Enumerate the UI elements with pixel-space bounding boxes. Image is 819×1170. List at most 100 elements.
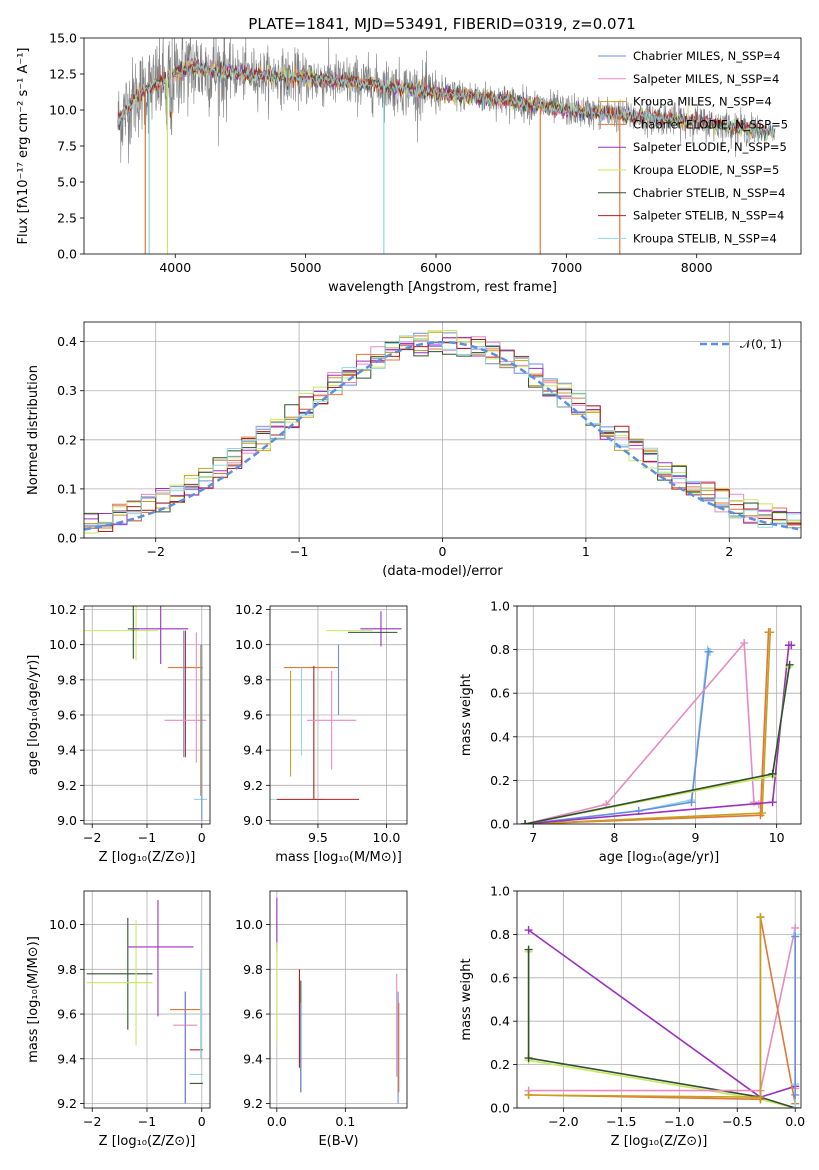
axes-frame (83, 37, 802, 255)
x-axis-label: Z [log₁₀(Z/Z⊙)] (99, 1134, 196, 1149)
panels-layer: 4000 5000 6000 7000 80000.02.55.07.510.012.5… (16, 31, 805, 1150)
y-tick-label: 9.6 (57, 1007, 77, 1022)
y-tick-label: 0.8 (490, 927, 510, 942)
y-axis-label: mass weight (459, 674, 474, 756)
mass-weight-marker (756, 1093, 765, 1102)
mass-weight-marker (704, 647, 713, 656)
residual-histogram-step (84, 341, 801, 527)
axes-mass-vs-EBV: 0.0 0.1 9.2 9.4 9.6 9.8 10.0 E(B-V) (235, 890, 408, 1149)
mass-weight-line (524, 641, 760, 824)
plot-area-mass-vs-EBV (276, 897, 400, 1104)
axes-massweight-vs-age: 7 8 9 10 0.0 0.2 0.4 0.6 0.8 1.0 age [log₁₀(age/yr… (459, 599, 802, 865)
mass-weight-line (527, 951, 796, 1108)
x-tick-label: 9 (692, 830, 700, 845)
mass-weight-marker (791, 1104, 800, 1108)
mass-weight-marker (766, 628, 775, 637)
residual-histogram-step (84, 330, 801, 534)
y-tick-label: 9.2 (243, 778, 263, 793)
y-tick-label: 0.1 (57, 481, 77, 496)
mass-weight-marker (785, 660, 794, 669)
x-axis-label: (data-model)/error (382, 564, 503, 579)
y-tick-label: 5.0 (57, 175, 77, 190)
y-tick-label: 0.4 (490, 1014, 510, 1029)
y-tick-label: 9.4 (57, 743, 77, 758)
y-tick-label: 9.8 (243, 672, 263, 687)
residual-histogram-step (84, 335, 801, 529)
y-tick-label: 0.6 (490, 686, 510, 701)
y-tick-label: 9.8 (57, 962, 77, 977)
legend-entry: Kroupa MILES, N_SSP=4 (633, 95, 772, 109)
mass-weight-marker (791, 932, 800, 941)
axes-frame (83, 321, 802, 539)
x-axis-label: Z [log₁₀(Z/Z⊙)] (99, 850, 196, 865)
legend-entry: Salpeter ELODIE, N_SSP=5 (633, 140, 787, 154)
x-axis-label: wavelength [Angstrom, rest frame] (328, 280, 557, 295)
y-tick-label: 0.4 (57, 334, 77, 349)
axes-frame (269, 605, 408, 825)
legend-entry: Chabrier STELIB, N_SSP=4 (633, 186, 785, 200)
x-tick-label: 2 (725, 544, 733, 559)
y-tick-label: 9.8 (57, 672, 77, 687)
x-tick-label: 1 (582, 544, 590, 559)
x-tick-label: −1 (138, 830, 156, 845)
plot-area-massweight-vs-Z (524, 913, 800, 1108)
y-tick-label: 9.2 (57, 1096, 77, 1111)
x-tick-label: 0.0 (785, 1114, 805, 1129)
axes-frame (83, 605, 211, 825)
y-tick-label: 2.5 (57, 211, 77, 226)
axes-frame (269, 890, 408, 1109)
y-tick-label: 10.0 (235, 917, 263, 932)
mass-weight-marker (758, 809, 767, 818)
mass-weight-marker (524, 1054, 533, 1063)
x-axis-label: E(B-V) (318, 1134, 358, 1149)
x-tick-label: −2 (83, 830, 101, 845)
axes-mass-vs-Z: −2 −1 0 9.2 9.4 9.6 9.8 10.0 Z [log₁₀(Z/Z⊙)] mass… (26, 890, 211, 1149)
mass-weight-marker (768, 769, 777, 778)
mass-weight-line (525, 651, 710, 824)
x-tick-label: 0 (198, 830, 206, 845)
x-tick-label: 10 (769, 830, 785, 845)
mass-weight-marker (768, 798, 777, 807)
y-tick-label: 10.0 (235, 637, 263, 652)
axes-residuals: −2 −1 0 1 2 0.0 0.1 0.2 0.3 0.4 (data-model)/error… (26, 321, 802, 579)
y-tick-label: 10.0 (49, 637, 77, 652)
plot-area-massweight-vs-age (521, 628, 796, 824)
legend-entry: 𝒩(0, 1) (740, 337, 782, 351)
mass-weight-marker (740, 639, 749, 648)
mass-weight-marker (687, 798, 696, 807)
y-tick-label: 9.6 (243, 1007, 263, 1022)
y-tick-label: 7.5 (57, 139, 77, 154)
legend-entry: Salpeter MILES, N_SSP=4 (633, 72, 779, 86)
axes-age-vs-mass: 9.5 10.0 9.0 9.2 9.4 9.6 9.8 10.0 10.2 mass [log₁… (235, 602, 408, 865)
y-tick-label: 0.4 (490, 729, 510, 744)
axes-spectrum: 4000 5000 6000 7000 8000 0.0 2.5 5.0 7.5 10.0 12.5… (16, 31, 802, 295)
y-tick-label: 0.8 (490, 642, 510, 657)
mass-weight-marker (787, 641, 796, 650)
mass-weight-line (528, 927, 797, 1092)
y-tick-label: 10.0 (49, 917, 77, 932)
y-tick-label: 1.0 (490, 599, 510, 614)
mass-weight-marker (524, 1090, 533, 1099)
mass-weight-marker (521, 820, 530, 824)
y-tick-label: 0.6 (490, 970, 510, 985)
legend-entry: Salpeter STELIB, N_SSP=4 (633, 209, 784, 223)
x-tick-label: 7 (529, 830, 537, 845)
plot-area-age-vs-mass (270, 611, 402, 800)
axes-frame (516, 605, 802, 825)
x-tick-label: 6000 (420, 260, 452, 275)
mass-weight-marker (524, 926, 533, 935)
legend-entry: Chabrier ELODIE, N_SSP=5 (633, 117, 788, 131)
x-tick-label: 9.5 (308, 830, 328, 845)
legend: 𝒩(0, 1) (700, 337, 782, 351)
x-axis-label: age [log₁₀(age/yr)] (599, 850, 720, 865)
mass-weight-marker (756, 913, 765, 922)
y-tick-label: 0.2 (57, 432, 77, 447)
x-tick-label: 8000 (681, 260, 713, 275)
mass-weight-marker (791, 1090, 800, 1099)
x-tick-label: 8 (610, 830, 618, 845)
y-tick-label: 9.0 (57, 813, 77, 828)
x-tick-label: −2.0 (548, 1114, 578, 1129)
y-tick-label: 9.6 (57, 708, 77, 723)
y-tick-label: 9.4 (243, 743, 263, 758)
